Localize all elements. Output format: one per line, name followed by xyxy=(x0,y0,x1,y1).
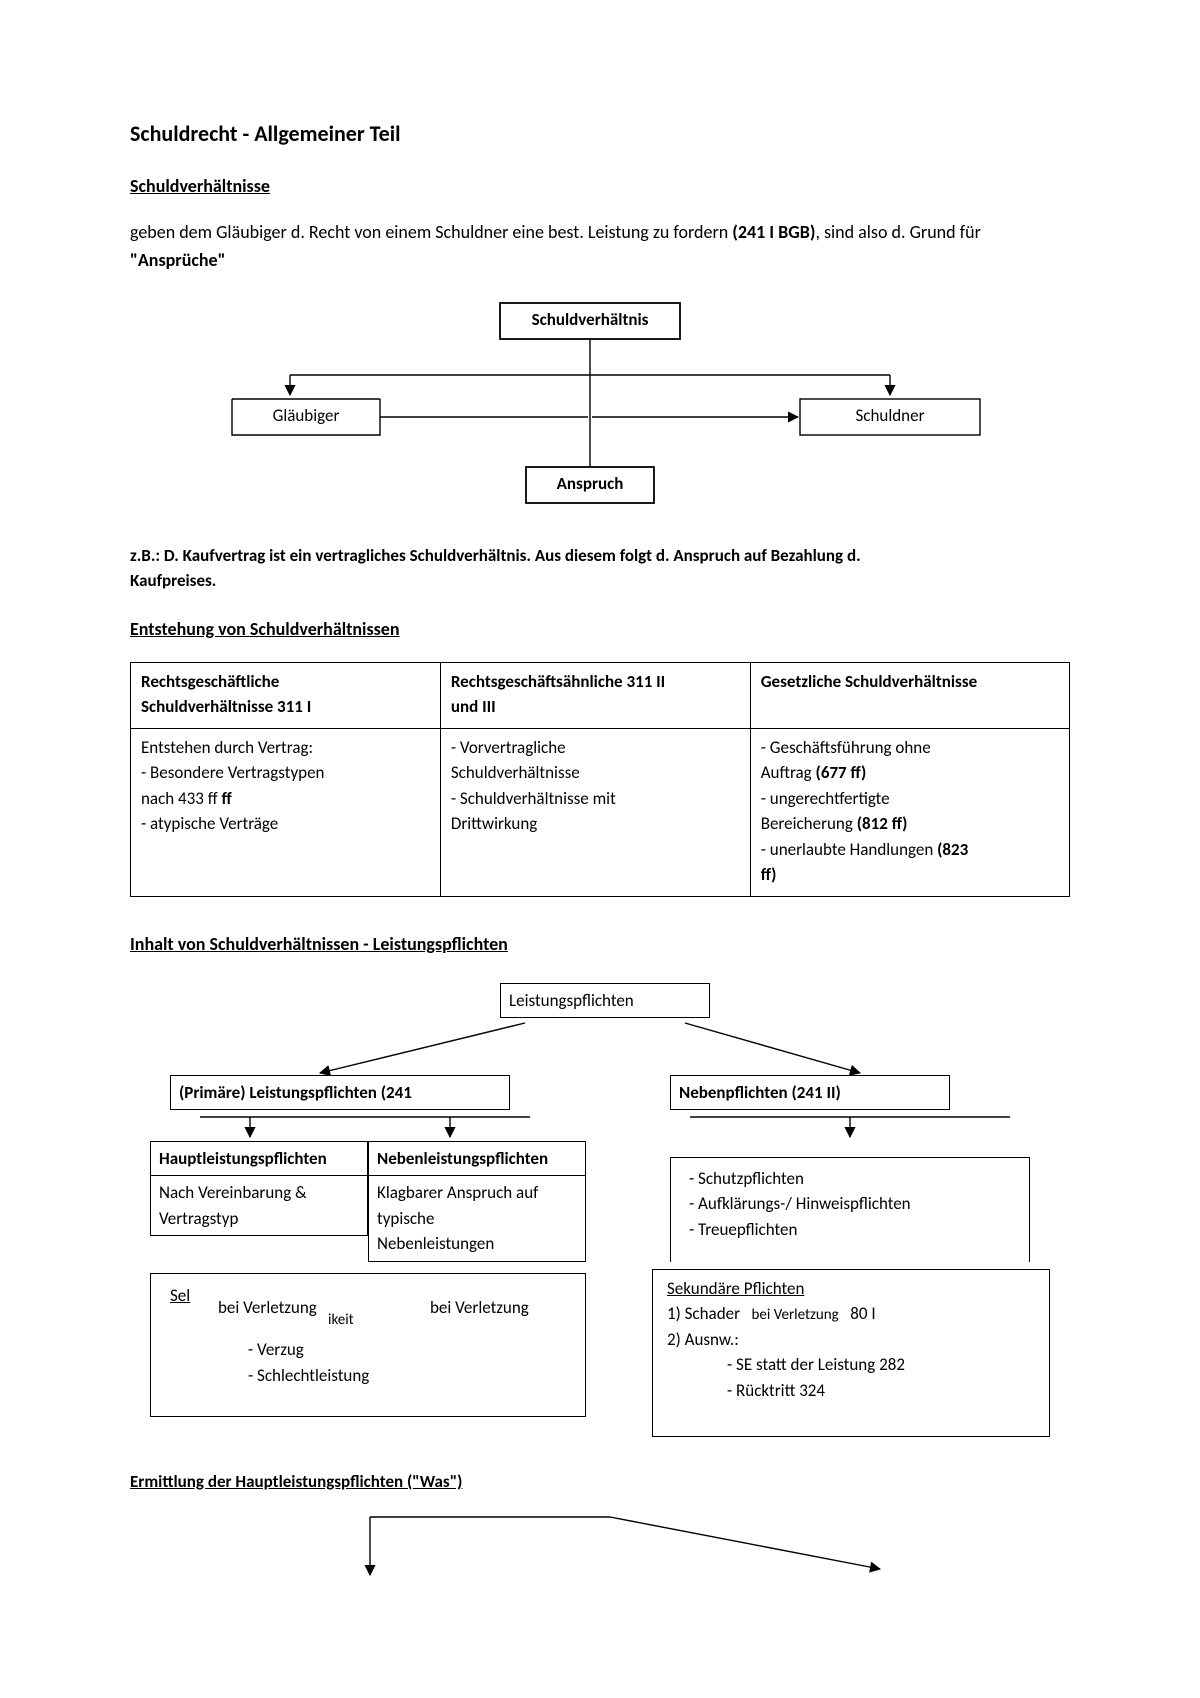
node-root: Leistungspflichten xyxy=(500,983,710,1019)
haupt-c0: Nach Vereinbarung & xyxy=(159,1182,307,1203)
c2-3: Drittwirkung xyxy=(451,813,537,834)
c1-3: - atypische Verträge xyxy=(141,813,278,834)
intro-text-d: "Ansprüche" xyxy=(130,249,226,271)
c3-1: Auftrag (677 ff) xyxy=(761,762,867,783)
node-neben-label: Nebenpflichten (241 II) xyxy=(679,1082,841,1103)
th2a: Rechtsgeschäftsähnliche 311 II xyxy=(451,671,665,692)
box-sekundaer: Sekundäre Pflichten 1) Schader bei Verle… xyxy=(652,1269,1050,1437)
c3-0: - Geschäftsführung ohne xyxy=(761,737,931,758)
sek-1b: bei Verletzung xyxy=(752,1306,839,1324)
node-root-label: Leistungspflichten xyxy=(501,984,709,1018)
verzug-0: - Verzug xyxy=(248,1339,304,1360)
box-np-list: - Schutzpflichten - Aufklärungs-/ Hinwei… xyxy=(670,1157,1030,1263)
c1-2: nach 433 ff xyxy=(141,788,218,809)
intro-text-a: geben dem Gläubiger d. Recht von einem S… xyxy=(130,221,732,243)
frag-ikeit: ikeit xyxy=(328,1309,354,1332)
section-heading-3: Inhalt von Schuldverhältnissen - Leistun… xyxy=(130,933,1070,955)
c3-2: - ungerechtfertigte xyxy=(761,788,890,809)
section-heading-1: Schuldverhältnisse xyxy=(130,175,1070,197)
document-page: Schuldrecht - Allgemeiner Teil Schuldver… xyxy=(0,0,1200,1698)
th1b: Schuldverhältnisse 311 I xyxy=(141,696,311,717)
frag-bv2: bei Verletzung xyxy=(430,1295,529,1321)
node-primaere-label: (Primäre) Leistungspflichten (241 xyxy=(171,1076,509,1110)
sek-1c: 80 I xyxy=(850,1303,875,1324)
table-body-row: Entstehen durch Vertrag: - Besondere Ver… xyxy=(131,728,1070,896)
c3-4: - unerlaubte Handlungen (823 xyxy=(761,839,969,860)
np-2: - Treuepflichten xyxy=(689,1219,797,1240)
intro-text-b: (241 I BGB) xyxy=(732,221,815,243)
sek-1a: 1) Schader xyxy=(667,1303,740,1324)
c3-5: ff) xyxy=(761,864,777,885)
frag-bv1: bei Verletzung xyxy=(218,1295,317,1321)
sek-2b: - Rücktritt 324 xyxy=(667,1378,825,1404)
node-primaere: (Primäre) Leistungspflichten (241 xyxy=(170,1075,510,1111)
section-heading-2: Entstehung von Schuldverhältnissen xyxy=(130,618,1070,640)
c3-3: Bereicherung (812 ff) xyxy=(761,813,908,834)
intro-text-c: , sind also d. Grund für xyxy=(815,221,980,243)
c2-2: - Schuldverhältnisse mit xyxy=(451,788,616,809)
note-line-2: Kaufpreises. xyxy=(130,570,216,591)
c2-0: - Vorvertragliche xyxy=(451,737,566,758)
neben-c1: typische xyxy=(377,1208,434,1229)
sek-h: Sekundäre Pflichten xyxy=(667,1278,804,1299)
c1-0: Entstehen durch Vertrag: xyxy=(141,737,313,758)
frag-sel: Sel xyxy=(170,1283,190,1309)
verzug-1: - Schlechtleistung xyxy=(248,1365,369,1386)
np-0: - Schutzpflichten xyxy=(689,1168,804,1189)
node-left: Gläubiger xyxy=(273,405,340,426)
box-nebenleistung: Nebenleistungspflichten Klagbarer Anspru… xyxy=(368,1141,586,1262)
haupt-c1: Vertragstyp xyxy=(159,1208,238,1229)
node-right: Schuldner xyxy=(855,405,924,426)
th1a: Rechtsgeschäftliche xyxy=(141,671,279,692)
node-bottom: Anspruch xyxy=(557,473,624,494)
haupt-header: Hauptleistungspflichten xyxy=(151,1142,367,1177)
neben-c0: Klagbarer Anspruch auf xyxy=(377,1182,538,1203)
page-title: Schuldrecht - Allgemeiner Teil xyxy=(130,120,1070,147)
table-header-row: Rechtsgeschäftliche Schuldverhältnisse 3… xyxy=(131,662,1070,728)
section-heading-4: Ermittlung der Hauptleistungspflichten (… xyxy=(130,1469,462,1495)
example-note: z.B.: D. Kaufvertrag ist ein vertraglich… xyxy=(130,543,1070,594)
intro-paragraph: geben dem Gläubiger d. Recht von einem S… xyxy=(130,219,1070,275)
node-top: Schuldverhältnis xyxy=(532,309,649,330)
th2b: und III xyxy=(451,696,496,717)
c1-1: - Besondere Vertragstypen xyxy=(141,762,324,783)
sek-2a: - SE statt der Leistung 282 xyxy=(667,1352,905,1378)
diagram-schuldverhaeltnis: Schuldverhältnis Gläubiger Schuldner Ans… xyxy=(130,295,1070,525)
neben-header: Nebenleistungspflichten xyxy=(369,1142,585,1177)
sek-2: 2) Ausnw.: xyxy=(667,1329,739,1350)
box-haupt: Hauptleistungspflichten Nach Vereinbarun… xyxy=(150,1141,368,1237)
node-nebenpflichten: Nebenpflichten (241 II) xyxy=(670,1075,950,1111)
diagram-leistungspflichten: Leistungspflichten (Primäre) Leistungspf… xyxy=(130,977,1070,1597)
np-1: - Aufklärungs-/ Hinweispflichten xyxy=(689,1193,911,1214)
neben-c2: Nebenleistungen xyxy=(377,1233,494,1254)
note-line-1: z.B.: D. Kaufvertrag ist ein vertraglich… xyxy=(130,545,861,566)
c2-1: Schuldverhältnisse xyxy=(451,762,580,783)
th3: Gesetzliche Schuldverhältnisse xyxy=(761,671,977,692)
entstehung-table: Rechtsgeschäftliche Schuldverhältnisse 3… xyxy=(130,662,1070,897)
